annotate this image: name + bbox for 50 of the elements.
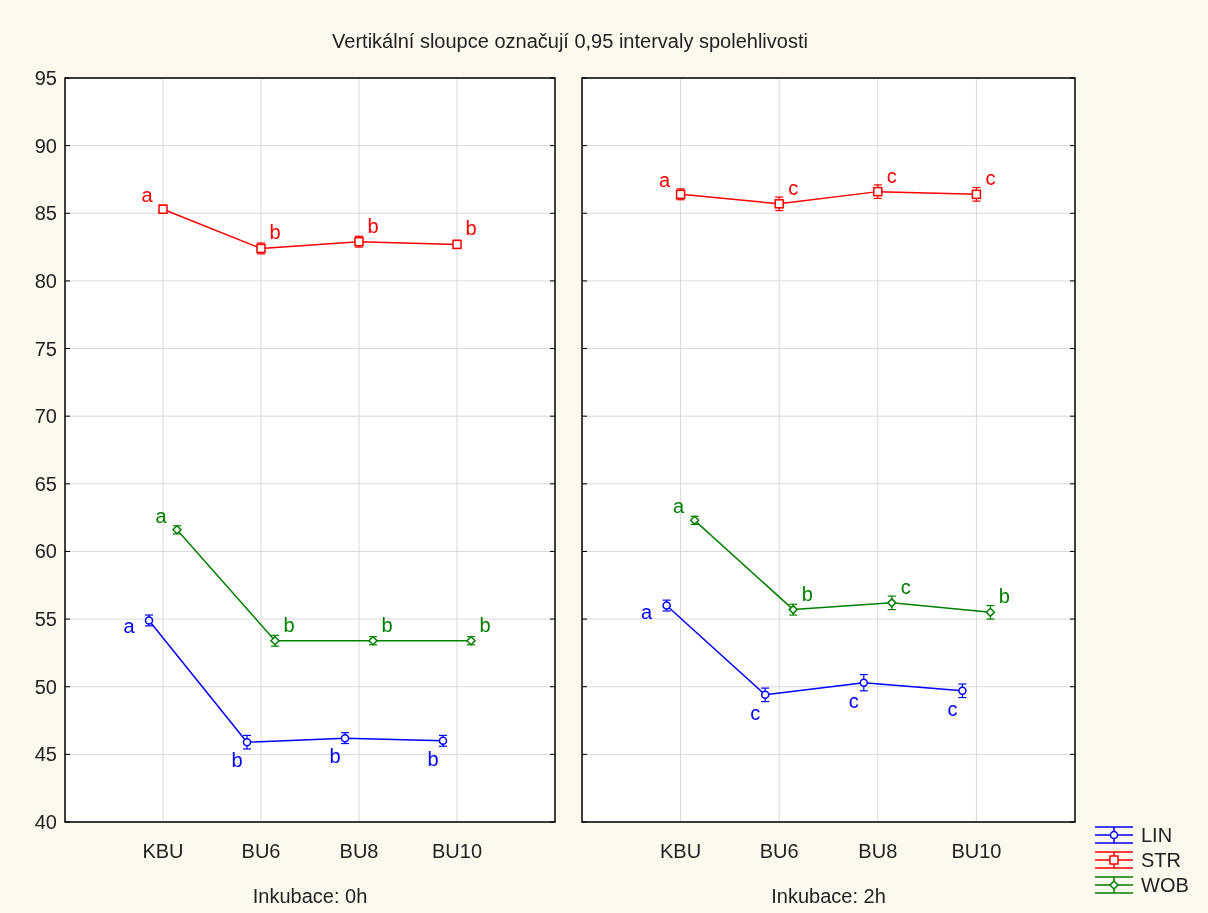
y-tick-label: 55 [34,608,57,631]
annotation: a [123,615,136,638]
x-tick-label: KBU [660,840,702,862]
annotation: b [329,745,341,768]
y-tick-label: 65 [34,472,57,495]
chart-title: Vertikální sloupce označují 0,95 intervaly spolehlivosti [332,30,808,52]
legend-label: STR [1141,849,1181,871]
x-tick-label: KBU [142,840,184,862]
y-tick-label: 45 [34,743,57,766]
annotation: a [141,184,154,207]
y-tick-label: 95 [34,67,57,89]
annotation: b [231,749,243,772]
annotation: a [659,169,672,192]
annotation: a [641,600,654,623]
annotation: b [479,613,491,636]
y-tick-label: 40 [34,811,57,833]
y-tick-label: 50 [34,675,57,698]
annotation: b [269,221,281,244]
y-tick-label: 85 [34,202,57,225]
annotation: c [848,689,859,712]
annotation: b [465,217,477,240]
y-tick-label: 90 [34,134,57,157]
annotation: c [947,697,958,720]
x-tick-label: BU6 [759,840,799,862]
annotation: c [985,167,996,190]
annotation: b [367,214,379,237]
annotation: c [750,701,761,724]
x-tick-label: BU8 [858,840,898,862]
annotation: b [283,613,295,636]
x-tick-label: BU10 [431,840,483,862]
annotation: b [801,582,813,605]
annotation: a [155,504,168,527]
annotation: b [427,747,439,770]
legend-label: LIN [1141,824,1173,846]
annotation: c [886,164,897,187]
x-tick-label: BU8 [339,840,379,862]
y-tick-label: 80 [34,269,57,292]
y-tick-label: 60 [34,540,57,563]
legend-label: WOB [1141,874,1189,896]
annotation: c [900,575,911,598]
y-tick-label: 70 [34,405,57,428]
annotation: a [673,495,686,518]
annotation: b [381,613,393,636]
x-axis-title: Inkubace: 2h [771,885,886,907]
annotation: c [788,176,799,199]
x-tick-label: BU6 [241,840,281,862]
x-tick-label: BU10 [951,840,1002,862]
annotation: b [998,585,1010,608]
y-tick-label: 75 [34,337,57,360]
x-axis-title: Inkubace: 0h [252,885,368,907]
